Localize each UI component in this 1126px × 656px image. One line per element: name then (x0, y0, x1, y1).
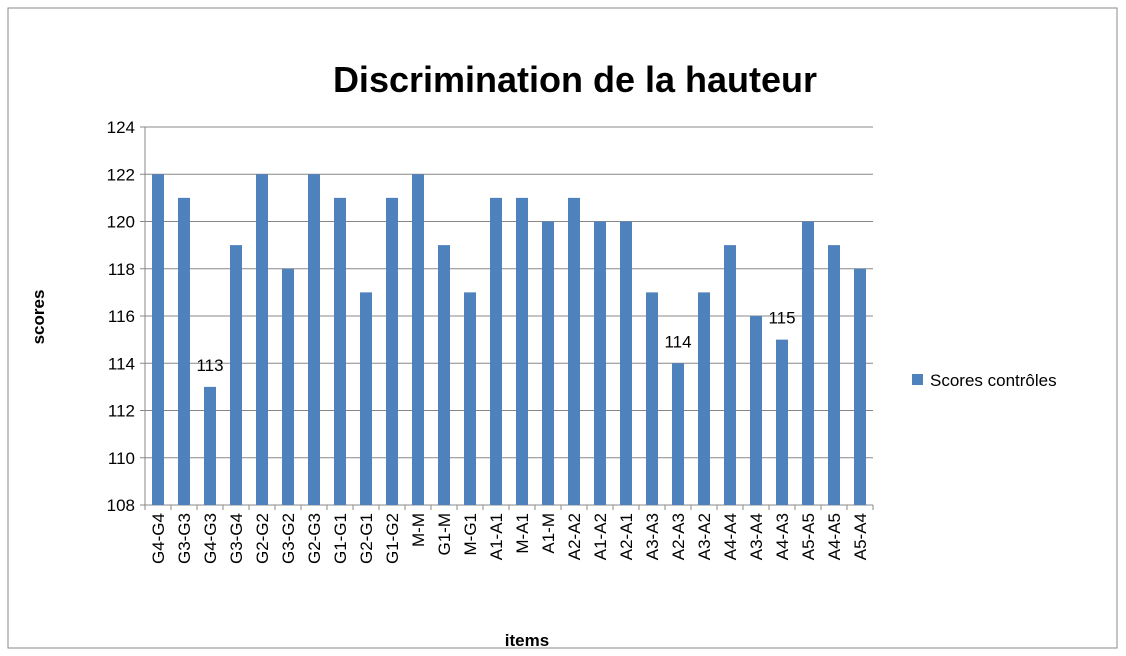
bar (308, 174, 320, 505)
y-tick-label: 110 (108, 449, 135, 468)
bar (516, 197, 528, 505)
bar (646, 292, 658, 505)
x-tick-label: A3-A4 (747, 513, 766, 560)
data-label: 113 (196, 356, 223, 375)
x-tick-label: G3-G3 (175, 513, 194, 564)
x-tick-label: A3-A3 (643, 513, 662, 560)
bar (672, 363, 684, 505)
x-tick-label: A1-A1 (487, 513, 506, 560)
bar (464, 292, 476, 505)
x-tick-label: A4-A4 (721, 513, 740, 560)
y-tick-label: 118 (108, 260, 135, 279)
data-label: 115 (768, 309, 795, 328)
y-tick-label: 116 (108, 307, 135, 326)
x-tick-label: M-M (409, 513, 428, 547)
bar (178, 197, 190, 505)
bar (334, 197, 346, 505)
bar (828, 245, 840, 505)
x-tick-label: G2-G1 (357, 513, 376, 564)
x-tick-label: A1-M (539, 513, 558, 554)
bar (386, 197, 398, 505)
y-tick-label: 112 (108, 402, 135, 421)
chart-border (7, 7, 1118, 649)
x-tick-label: A2-A3 (669, 513, 688, 560)
x-tick-label: G1-G2 (383, 513, 402, 564)
bar (230, 245, 242, 505)
x-tick-label: G4-G4 (149, 513, 168, 564)
x-tick-label: G4-G3 (201, 513, 220, 564)
chart-title: Discrimination de la hauteur (333, 59, 817, 100)
bar (412, 174, 424, 505)
x-tick-label: G3-G2 (279, 513, 298, 564)
x-tick-label: G1-M (435, 513, 454, 556)
x-tick-label: A2-A2 (565, 513, 584, 560)
x-tick-label: G1-G1 (331, 513, 350, 564)
x-tick-label: A4-A5 (825, 513, 844, 560)
x-tick-label: G3-G4 (227, 513, 246, 564)
bar (204, 386, 216, 505)
bar (698, 292, 710, 505)
x-tick-label: A3-A2 (695, 513, 714, 560)
data-label: 114 (664, 332, 691, 351)
x-tick-label: A5-A5 (799, 513, 818, 560)
bar (490, 197, 502, 505)
bar (802, 221, 814, 505)
y-tick-label: 108 (107, 496, 135, 515)
y-axis-label: scores (29, 290, 48, 345)
bar (750, 316, 762, 505)
x-tick-label: G2-G2 (253, 513, 272, 564)
bar (854, 268, 866, 505)
y-tick-label: 122 (107, 165, 135, 184)
bar (152, 174, 164, 505)
x-axis-label: items (505, 631, 549, 650)
bar (256, 174, 268, 505)
x-tick-label: A5-A4 (851, 513, 870, 560)
bar (776, 339, 788, 505)
x-tick-label: G2-G3 (305, 513, 324, 564)
x-tick-label: M-A1 (513, 513, 532, 554)
x-tick-label: A1-A2 (591, 513, 610, 560)
legend-label: Scores contrôles (930, 371, 1057, 390)
legend-swatch (912, 374, 923, 385)
bar (360, 292, 372, 505)
x-tick-label: M-G1 (461, 513, 480, 556)
bar (282, 268, 294, 505)
y-tick-label: 124 (107, 118, 135, 137)
bar (438, 245, 450, 505)
y-tick-label: 114 (108, 354, 135, 373)
x-tick-label: A2-A1 (617, 513, 636, 560)
bar (568, 197, 580, 505)
x-tick-label: A4-A3 (773, 513, 792, 560)
bar (542, 221, 554, 505)
bar (724, 245, 736, 505)
y-tick-label: 120 (107, 213, 135, 232)
bar (620, 221, 632, 505)
bar (594, 221, 606, 505)
